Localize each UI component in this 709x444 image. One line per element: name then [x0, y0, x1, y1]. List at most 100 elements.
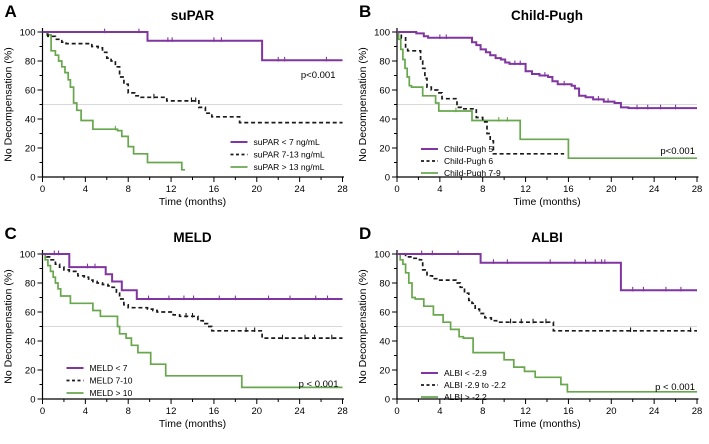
- x-tick-label: 24: [649, 406, 660, 417]
- y-tick-label: 0: [30, 172, 35, 183]
- survival-curve: [42, 253, 343, 389]
- panel-letter: D: [359, 224, 371, 243]
- x-tick-label: 24: [294, 184, 305, 195]
- survival-curve: [42, 253, 343, 339]
- panel-c-chart: 0 4 8 12 16 20 24 28 0 20 40 60 80 100 Time (months) No…: [3, 224, 348, 430]
- survival-curve: [397, 253, 697, 393]
- panel-letter: A: [5, 2, 17, 21]
- y-axis-label: No Decompensation (%): [3, 269, 15, 383]
- x-tick-label: 0: [394, 406, 399, 417]
- survival-curve: [397, 31, 697, 160]
- y-tick-label: 100: [20, 249, 36, 260]
- y-tick-label: 40: [25, 336, 36, 347]
- y-tick-label: 20: [379, 143, 390, 154]
- x-tick-label: 28: [692, 184, 703, 195]
- panel-title: Child-Pugh: [511, 8, 583, 23]
- p-value-label: p < 0.001: [655, 382, 695, 393]
- y-tick-label: 60: [379, 85, 390, 96]
- panel-d: 0 4 8 12 16 20 24 28 0 20 40 60 80 100 Time (months) No…: [355, 222, 709, 444]
- legend-label: suPAR 7-13 ng/mL: [254, 150, 325, 160]
- legend-label: MELD > 10: [90, 388, 133, 398]
- y-axis-label: No Decompensation (%): [357, 269, 369, 383]
- y-tick-label: 80: [25, 278, 36, 289]
- x-tick-label: 16: [563, 406, 574, 417]
- legend-label: ALBI -2.9 to -2.2: [444, 380, 506, 390]
- y-tick-label: 100: [20, 27, 36, 38]
- panel-a-chart: 0 4 8 12 16 20 24 28 0 20 40 60 80 100 Time (months) No…: [3, 2, 348, 208]
- legend-label: MELD < 7: [90, 363, 128, 373]
- x-tick-label: 8: [126, 406, 131, 417]
- y-axis-label: No Decompensation (%): [3, 47, 15, 161]
- y-tick-label: 20: [379, 365, 390, 376]
- x-tick-label: 8: [480, 184, 485, 195]
- x-tick-label: 16: [209, 406, 220, 417]
- p-value-label: p<0.001: [660, 146, 695, 157]
- x-tick-label: 4: [83, 406, 88, 417]
- y-tick-label: 0: [30, 394, 35, 405]
- legend-label: suPAR < 7 ng/mL: [254, 137, 320, 147]
- x-axis-label: Time (months): [513, 418, 580, 430]
- panel-letter: C: [5, 224, 17, 243]
- panel-d-chart: 0 4 8 12 16 20 24 28 0 20 40 60 80 100 Time (months) No…: [357, 224, 702, 430]
- panel-title: ALBI: [531, 230, 563, 245]
- legend-label: suPAR > 13 ng/mL: [254, 162, 325, 172]
- y-tick-label: 40: [25, 114, 36, 125]
- y-tick-label: 60: [25, 85, 36, 96]
- x-tick-label: 20: [606, 184, 617, 195]
- legend-label: Child-Pugh 5: [444, 144, 493, 154]
- y-tick-label: 0: [385, 172, 390, 183]
- x-tick-label: 20: [251, 406, 262, 417]
- y-tick-label: 80: [379, 278, 390, 289]
- x-tick-label: 28: [337, 184, 348, 195]
- y-tick-label: 0: [385, 394, 390, 405]
- survival-curve: [42, 31, 343, 62]
- y-tick-label: 40: [379, 336, 390, 347]
- legend-label: ALBI > -2.2: [444, 392, 487, 402]
- y-axis-label: No Decompensation (%): [357, 47, 369, 161]
- x-tick-label: 16: [209, 184, 220, 195]
- survival-curve: [42, 253, 343, 300]
- y-tick-label: 20: [25, 365, 36, 376]
- x-tick-label: 28: [337, 406, 348, 417]
- p-value-label: p<0.001: [301, 70, 336, 81]
- x-tick-label: 12: [166, 184, 177, 195]
- panel-a: 0 4 8 12 16 20 24 28 0 20 40 60 80 100 Time (months) No…: [0, 0, 355, 222]
- legend-label: Child-Pugh 6: [444, 156, 493, 166]
- y-tick-label: 100: [374, 27, 390, 38]
- y-tick-label: 80: [25, 56, 36, 67]
- x-tick-label: 0: [394, 184, 399, 195]
- panel-letter: B: [359, 2, 371, 21]
- survival-curve: [42, 31, 185, 171]
- x-tick-label: 24: [294, 406, 305, 417]
- x-axis-label: Time (months): [159, 196, 226, 208]
- x-tick-label: 4: [437, 406, 442, 417]
- x-tick-label: 4: [437, 184, 442, 195]
- survival-curve: [397, 31, 697, 110]
- x-tick-label: 12: [166, 406, 177, 417]
- survival-curve: [397, 31, 565, 155]
- x-tick-label: 8: [126, 184, 131, 195]
- panel-b-chart: 0 4 8 12 16 20 24 28 0 20 40 60 80 100 Time (months) No…: [357, 2, 703, 208]
- x-axis-label: Time (months): [159, 418, 226, 430]
- panel-b: 0 4 8 12 16 20 24 28 0 20 40 60 80 100 Time (months) No…: [355, 0, 709, 222]
- x-tick-label: 12: [520, 184, 531, 195]
- x-tick-label: 24: [649, 184, 660, 195]
- legend-label: MELD 7-10: [90, 376, 133, 386]
- survival-curve: [397, 253, 697, 332]
- survival-curve: [42, 31, 343, 124]
- panel-c: 0 4 8 12 16 20 24 28 0 20 40 60 80 100 Time (months) No…: [0, 222, 355, 444]
- panel-title: suPAR: [171, 8, 215, 23]
- x-tick-label: 4: [83, 184, 88, 195]
- y-tick-label: 60: [25, 307, 36, 318]
- x-tick-label: 12: [520, 406, 531, 417]
- survival-curve: [397, 253, 697, 292]
- y-tick-label: 60: [379, 307, 390, 318]
- x-tick-label: 16: [563, 184, 574, 195]
- x-tick-label: 0: [40, 406, 45, 417]
- x-tick-label: 20: [251, 184, 262, 195]
- panel-title: MELD: [173, 230, 211, 245]
- legend-label: ALBI < -2.9: [444, 368, 487, 378]
- x-axis-label: Time (months): [513, 196, 580, 208]
- x-tick-label: 8: [480, 406, 485, 417]
